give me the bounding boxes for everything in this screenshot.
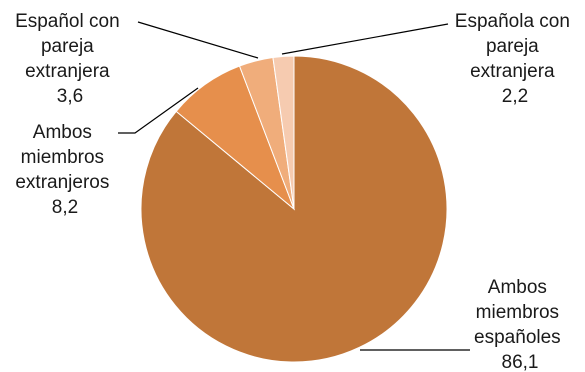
label-espanol-con-line3: extranjera [25, 61, 110, 82]
label-extranjeros-line1: Ambos [33, 122, 92, 143]
label-espanoles-line3: españoles [474, 327, 561, 348]
label-extranjeros: Ambos miembros extranjeros 8,2 [15, 122, 114, 218]
label-extranjeros-line2: miembros [21, 147, 104, 168]
pie-slices [140, 55, 448, 363]
label-espanola-con-line1: Española con [455, 11, 570, 32]
leader-line-espanola-con [281, 23, 449, 55]
slice-espanola-con [272, 55, 295, 210]
leader-line-espanol-con [137, 21, 259, 59]
label-espanola-con-line3: extranjera [470, 61, 555, 82]
label-espanola-con-value: 2,2 [502, 86, 528, 107]
label-espanol-con-value: 3,6 [57, 86, 83, 107]
label-extranjeros-line3: extranjeros [15, 172, 109, 193]
leader-line-extranjeros [118, 87, 199, 134]
label-espanol-con-line1: Español con [15, 11, 120, 32]
label-espanoles: Ambos miembros españoles 86,1 [474, 277, 566, 372]
label-espanola-con: Española con pareja extranjera 2,2 [455, 11, 575, 107]
label-espanol-con-line2: pareja [41, 36, 94, 57]
label-espanola-con-line2: pareja [486, 36, 539, 57]
label-espanol-con: Español con pareja extranjera 3,6 [15, 11, 125, 107]
leader-lines [118, 21, 470, 351]
label-espanoles-line2: miembros [476, 302, 559, 323]
label-espanoles-line1: Ambos [488, 277, 547, 298]
label-extranjeros-value: 8,2 [52, 197, 78, 218]
label-espanoles-value: 86,1 [502, 352, 539, 372]
